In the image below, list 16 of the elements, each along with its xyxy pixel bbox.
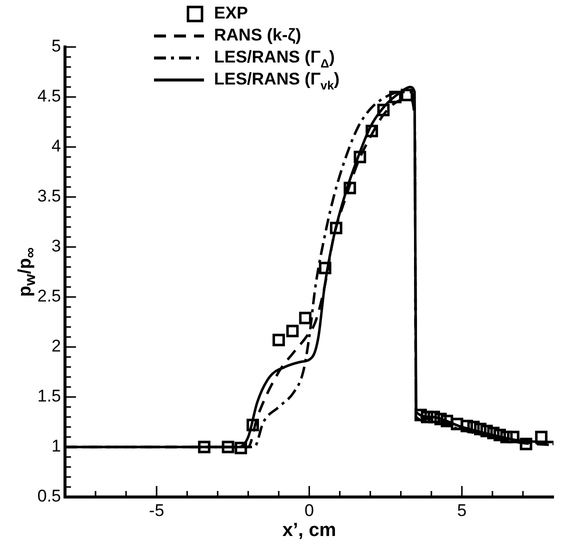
legend-label: RANS (k-ζ) <box>214 26 302 45</box>
x-axis-title: x’, cm <box>282 520 336 541</box>
y-tick-label: 4 <box>52 136 61 156</box>
x-tick-label: 0 <box>304 500 314 520</box>
legend-label: EXP <box>214 4 248 23</box>
y-tick-label: 2 <box>52 336 61 356</box>
y-tick-label: 1.5 <box>37 386 61 406</box>
y-tick-label: 3.5 <box>37 186 61 206</box>
x-tick-label: 5 <box>457 500 467 520</box>
y-tick-label: 4.5 <box>37 86 61 106</box>
y-tick-label: 2.5 <box>37 286 61 306</box>
y-tick-label: 5 <box>52 36 61 56</box>
y-tick-label: 3 <box>52 236 61 256</box>
y-tick-label: 1 <box>52 436 61 456</box>
y-tick-label: 0.5 <box>37 486 61 506</box>
x-tick-label: -5 <box>149 500 164 520</box>
